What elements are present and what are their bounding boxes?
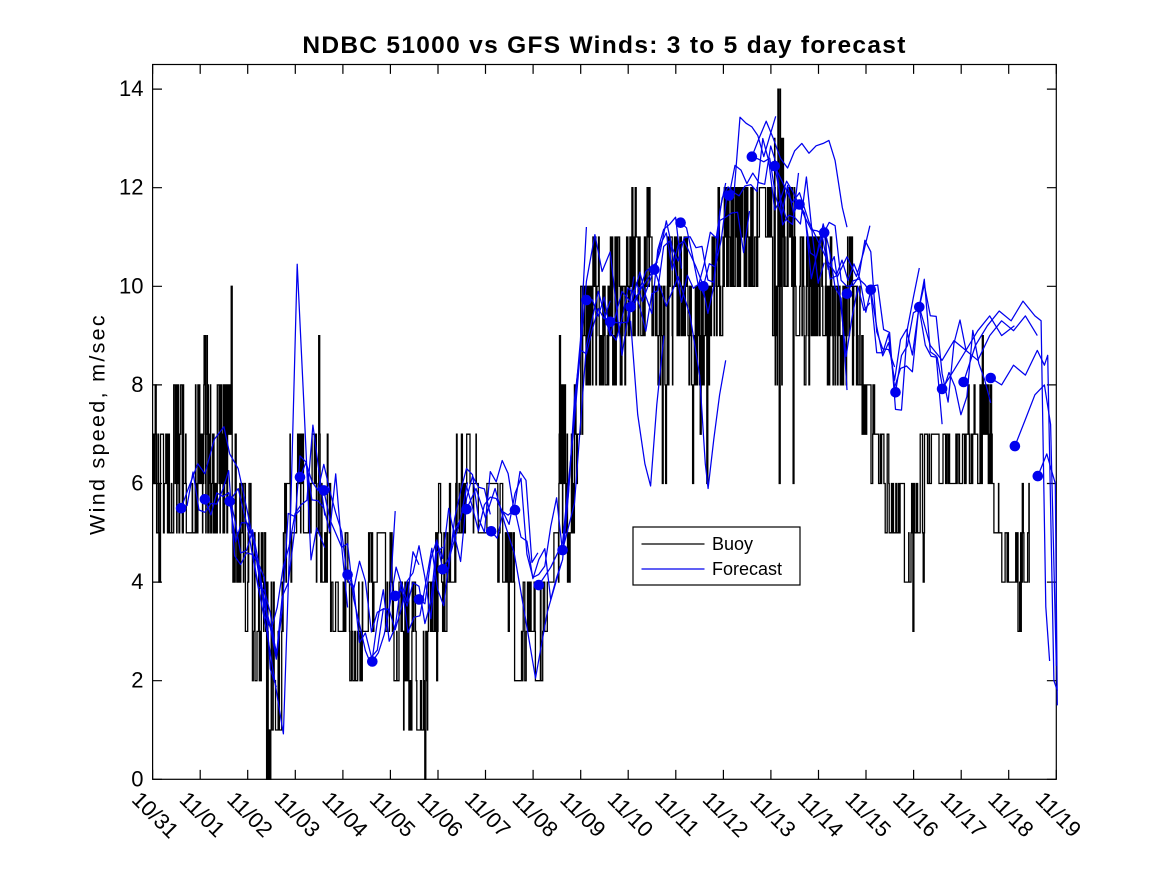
- svg-text:4: 4: [131, 569, 143, 594]
- svg-text:Forecast: Forecast: [712, 559, 782, 579]
- svg-text:Wind speed, m/sec: Wind speed, m/sec: [86, 313, 110, 535]
- svg-text:8: 8: [131, 372, 143, 397]
- svg-text:14: 14: [119, 76, 143, 101]
- svg-text:0: 0: [131, 766, 143, 791]
- svg-text:NDBC 51000 vs GFS Winds: 3 to: NDBC 51000 vs GFS Winds: 3 to 5 day fore…: [302, 32, 906, 59]
- svg-text:10: 10: [119, 273, 143, 298]
- svg-text:Buoy: Buoy: [712, 534, 753, 554]
- svg-text:2: 2: [131, 668, 143, 693]
- svg-text:12: 12: [119, 175, 143, 200]
- svg-text:6: 6: [131, 471, 143, 496]
